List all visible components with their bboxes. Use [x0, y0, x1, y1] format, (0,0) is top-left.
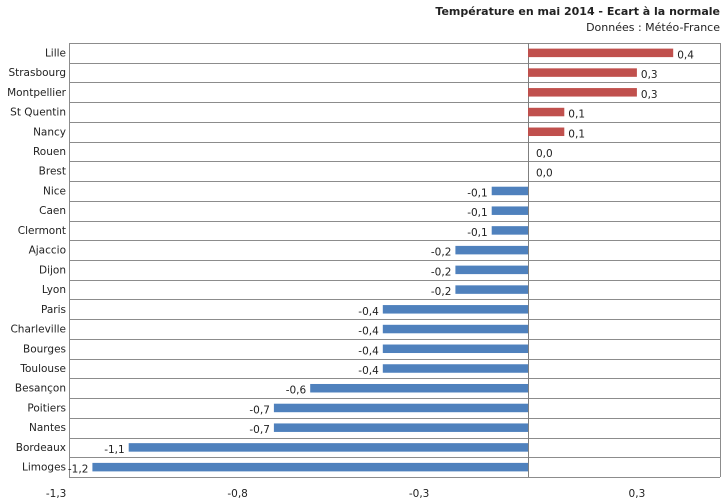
value-label: -0,1 — [467, 187, 488, 199]
category-label: St Quentin — [10, 107, 66, 119]
x-tick-label: 0,3 — [629, 488, 646, 500]
bar — [455, 245, 528, 255]
value-label: -1,1 — [104, 444, 125, 456]
category-label: Lyon — [42, 284, 66, 296]
category-label: Brest — [39, 166, 66, 178]
label-layer: -1,3 -0,8 -0,3 0,3 Lille 0,4 Strasbourg 0,3 Mont… — [7, 47, 694, 500]
value-label: -0,2 — [431, 247, 452, 259]
chart-subtitle: Données : Météo-France — [586, 21, 720, 34]
category-label: Ajaccio — [29, 245, 66, 257]
bar — [273, 403, 528, 413]
bar — [491, 206, 528, 215]
value-label: -0,4 — [358, 306, 379, 318]
x-tick-label: -0,3 — [409, 488, 430, 500]
bar — [528, 127, 565, 137]
category-label: Strasbourg — [8, 67, 66, 79]
bar — [528, 48, 674, 58]
category-label: Limoges — [22, 462, 66, 474]
value-label: -0,7 — [249, 424, 270, 436]
value-label: 0,0 — [536, 148, 553, 160]
chart-title: Température en mai 2014 - Ecart à la nor… — [435, 5, 720, 18]
category-label: Bourges — [23, 343, 66, 355]
value-label: 0,4 — [677, 49, 694, 61]
value-label: -0,4 — [358, 345, 379, 357]
category-label: Clermont — [18, 225, 66, 237]
value-label: 0,1 — [568, 128, 585, 140]
bar — [382, 344, 528, 354]
bar — [528, 68, 637, 77]
category-label: Nantes — [29, 422, 66, 434]
category-label: Charleville — [10, 324, 66, 336]
value-label: -0,7 — [249, 404, 270, 416]
bar — [310, 383, 528, 393]
bar — [382, 324, 528, 334]
category-label: Nice — [43, 185, 66, 197]
category-label: Rouen — [33, 146, 66, 158]
value-label: 0,1 — [568, 109, 585, 121]
value-label: -0,6 — [286, 385, 307, 397]
category-label: Toulouse — [19, 363, 66, 375]
category-label: Nancy — [33, 126, 66, 138]
category-label: Dijon — [39, 264, 66, 276]
value-label: -0,4 — [358, 365, 379, 377]
x-tick-label: -0,8 — [227, 488, 248, 500]
bar — [273, 423, 528, 432]
category-label: Caen — [39, 205, 66, 217]
category-label: Lille — [45, 47, 66, 59]
value-label: 0,3 — [641, 69, 658, 81]
bar — [528, 107, 565, 117]
bar — [455, 285, 528, 294]
bar — [128, 443, 528, 452]
bar — [528, 88, 637, 97]
value-label: -0,1 — [467, 207, 488, 219]
category-label: Paris — [41, 304, 66, 316]
value-label: -1,2 — [68, 464, 89, 476]
bar-layer — [92, 48, 674, 472]
category-label: Bordeaux — [16, 442, 66, 454]
value-label: -0,1 — [467, 227, 488, 239]
value-label: -0,2 — [431, 286, 452, 298]
bar — [382, 305, 528, 314]
bar — [455, 265, 528, 275]
category-label: Montpellier — [7, 87, 67, 99]
value-label: 0,3 — [641, 89, 658, 101]
x-tick-label: -1,3 — [46, 488, 67, 500]
category-label: Besançon — [15, 383, 66, 395]
category-label: Poitiers — [27, 402, 66, 414]
value-label: -0,4 — [358, 326, 379, 338]
bar — [92, 462, 529, 472]
bar — [382, 364, 528, 373]
value-label: -0,2 — [431, 266, 452, 278]
bar — [491, 186, 528, 196]
grid-layer — [69, 43, 721, 478]
value-label: 0,0 — [536, 168, 553, 180]
bar — [491, 226, 528, 235]
